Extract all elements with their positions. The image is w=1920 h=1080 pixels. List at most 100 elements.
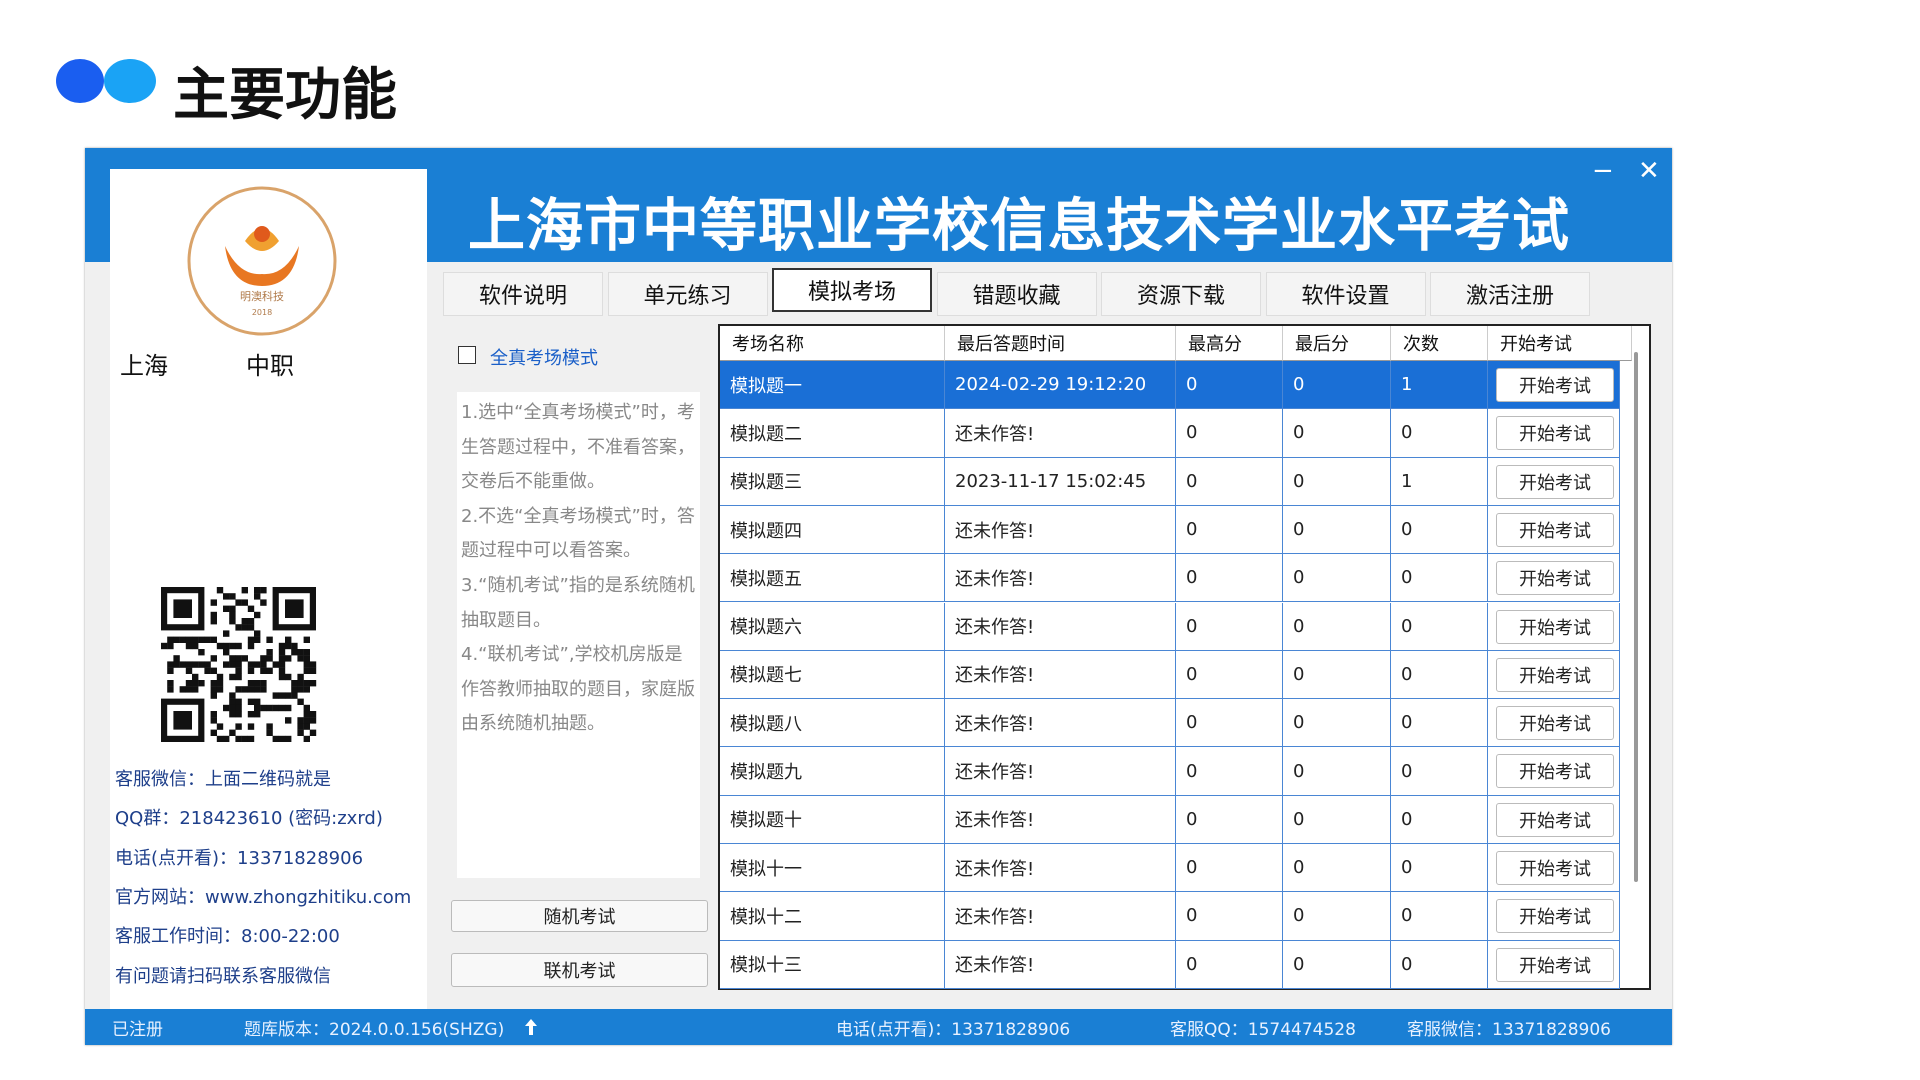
table-cell: 还未作答! — [945, 795, 1176, 844]
column-header: 考场名称 — [720, 326, 945, 361]
tab[interactable]: 软件设置 — [1265, 272, 1426, 316]
contact-line: 电话(点开看)：13371828906 — [115, 847, 364, 869]
table-cell: 模拟题八 — [720, 699, 945, 748]
table-cell: 1 — [1391, 457, 1488, 506]
table-cell: 0 — [1176, 844, 1283, 893]
table-cell: 还未作答! — [945, 505, 1176, 555]
start-exam-button[interactable]: 开始考试 — [1496, 802, 1614, 837]
status-wechat: 客服微信：13371828906 — [1407, 1019, 1611, 1040]
table-cell: 还未作答! — [945, 602, 1176, 651]
table-cell: 模拟题七 — [720, 650, 945, 700]
start-exam-button[interactable]: 开始考试 — [1496, 464, 1614, 499]
table-cell: 模拟题六 — [720, 602, 945, 651]
app-title: 上海市中等职业学校信息技术学业水平考试 — [468, 193, 1570, 259]
table-cell[interactable]: 模拟题一 — [720, 361, 945, 410]
table-cell: 0 — [1391, 505, 1488, 555]
table-cell: 0 — [1176, 457, 1283, 506]
status-version: 题库版本：2024.0.0.156(SHZG) — [244, 1019, 505, 1040]
contact-line: 客服工作时间：8:00-22:00 — [115, 926, 340, 948]
column-header: 最后分 — [1283, 326, 1391, 361]
start-exam-button[interactable]: 开始考试 — [1496, 657, 1614, 692]
table-cell: 模拟题五 — [720, 554, 945, 603]
table-cell: 模拟题四 — [720, 505, 945, 555]
table-cell: 0 — [1176, 554, 1283, 603]
start-exam-button[interactable]: 开始考试 — [1496, 609, 1614, 644]
table-cell[interactable]: 0 — [1283, 361, 1391, 410]
start-exam-button[interactable]: 开始考试 — [1496, 851, 1614, 885]
tab[interactable]: 错题收藏 — [936, 272, 1097, 316]
exam-mode-checkbox[interactable] — [458, 346, 476, 364]
start-exam-button[interactable]: 开始考试 — [1496, 416, 1614, 451]
scrollbar — [1634, 352, 1638, 882]
table-cell: 0 — [1283, 505, 1391, 555]
minimize-button[interactable]: − — [1592, 156, 1614, 186]
status-registered: 已注册 — [112, 1019, 163, 1040]
tab[interactable]: 软件说明 — [443, 272, 603, 316]
table-cell: 0 — [1176, 650, 1283, 700]
table-cell: 还未作答! — [945, 699, 1176, 748]
logo-name: 明澳科技 — [240, 289, 284, 303]
table-cell: 0 — [1391, 602, 1488, 651]
column-header: 最后答题时间 — [945, 326, 1176, 361]
start-exam-button[interactable]: 开始考试 — [1496, 512, 1614, 547]
logo: 明澳科技 2018 — [187, 186, 337, 336]
table-cell: 0 — [1176, 747, 1283, 796]
instruction: 3.“随机考试”指的是系统随机抽取题目。 — [461, 574, 695, 631]
table-cell: 还未作答! — [945, 650, 1176, 700]
table-cell: 模拟题二 — [720, 409, 945, 458]
logo-year: 2018 — [252, 308, 272, 317]
tab[interactable]: 资源下载 — [1101, 272, 1261, 316]
table-cell: 0 — [1283, 844, 1391, 893]
start-exam-button[interactable]: 开始考试 — [1496, 754, 1614, 789]
start-exam-button[interactable]: 开始考试 — [1496, 947, 1614, 982]
random-exam-button[interactable]: 随机考试 — [451, 900, 708, 932]
table-cell: 0 — [1391, 892, 1488, 941]
table-cell: 0 — [1391, 699, 1488, 748]
table-cell[interactable]: 2024-02-29 19:12:20 — [945, 361, 1176, 410]
table-cell[interactable]: 0 — [1176, 361, 1283, 410]
exam-mode-label[interactable]: 全真考场模式 — [490, 348, 598, 369]
tab[interactable]: 激活注册 — [1430, 272, 1590, 316]
table-cell: 还未作答! — [945, 892, 1176, 941]
online-exam-button[interactable]: 联机考试 — [451, 953, 708, 987]
table-cell: 0 — [1391, 554, 1488, 603]
table-cell: 0 — [1391, 650, 1488, 700]
table-cell: 0 — [1283, 699, 1391, 748]
table-cell: 0 — [1176, 505, 1283, 555]
table-cell: 0 — [1176, 602, 1283, 651]
table-cell: 0 — [1283, 747, 1391, 796]
table-cell: 模拟题十 — [720, 795, 945, 844]
table-cell: 0 — [1176, 892, 1283, 941]
table-cell: 模拟十三 — [720, 940, 945, 989]
table-cell: 0 — [1283, 554, 1391, 603]
table-cell: 0 — [1391, 795, 1488, 844]
start-exam-button[interactable]: 开始考试 — [1496, 561, 1614, 596]
table-cell: 还未作答! — [945, 747, 1176, 796]
start-exam-button[interactable]: 开始考试 — [1496, 899, 1614, 934]
table-cell: 0 — [1176, 940, 1283, 989]
table-cell: 0 — [1283, 409, 1391, 458]
close-button[interactable]: ✕ — [1638, 156, 1660, 186]
status-qq: 客服QQ：1574474528 — [1170, 1019, 1356, 1040]
start-exam-button[interactable]: 开始考试 — [1496, 706, 1614, 741]
update-arrow[interactable] — [524, 1018, 538, 1036]
table-cell: 0 — [1283, 795, 1391, 844]
table-cell: 0 — [1391, 844, 1488, 893]
region-label: 上海 — [120, 352, 168, 380]
table-cell: 还未作答! — [945, 409, 1176, 458]
table-cell: 2023-11-17 15:02:45 — [945, 457, 1176, 506]
table-cell: 还未作答! — [945, 554, 1176, 603]
contact-line: 客服微信：上面二维码就是 — [115, 769, 331, 790]
tab[interactable]: 单元练习 — [607, 272, 768, 316]
contact-line: 有问题请扫码联系客服微信 — [115, 965, 331, 987]
tab[interactable]: 模拟考场 — [772, 268, 932, 312]
table-cell: 0 — [1391, 747, 1488, 796]
table-cell: 0 — [1176, 699, 1283, 748]
table-cell[interactable]: 1 — [1391, 361, 1488, 410]
table-cell: 模拟十一 — [720, 844, 945, 893]
qr-code — [161, 587, 317, 742]
start-exam-button[interactable]: 开始考试 — [1496, 368, 1614, 402]
table-cell: 0 — [1283, 457, 1391, 506]
table-cell: 模拟题九 — [720, 747, 945, 796]
table-cell: 0 — [1283, 602, 1391, 651]
